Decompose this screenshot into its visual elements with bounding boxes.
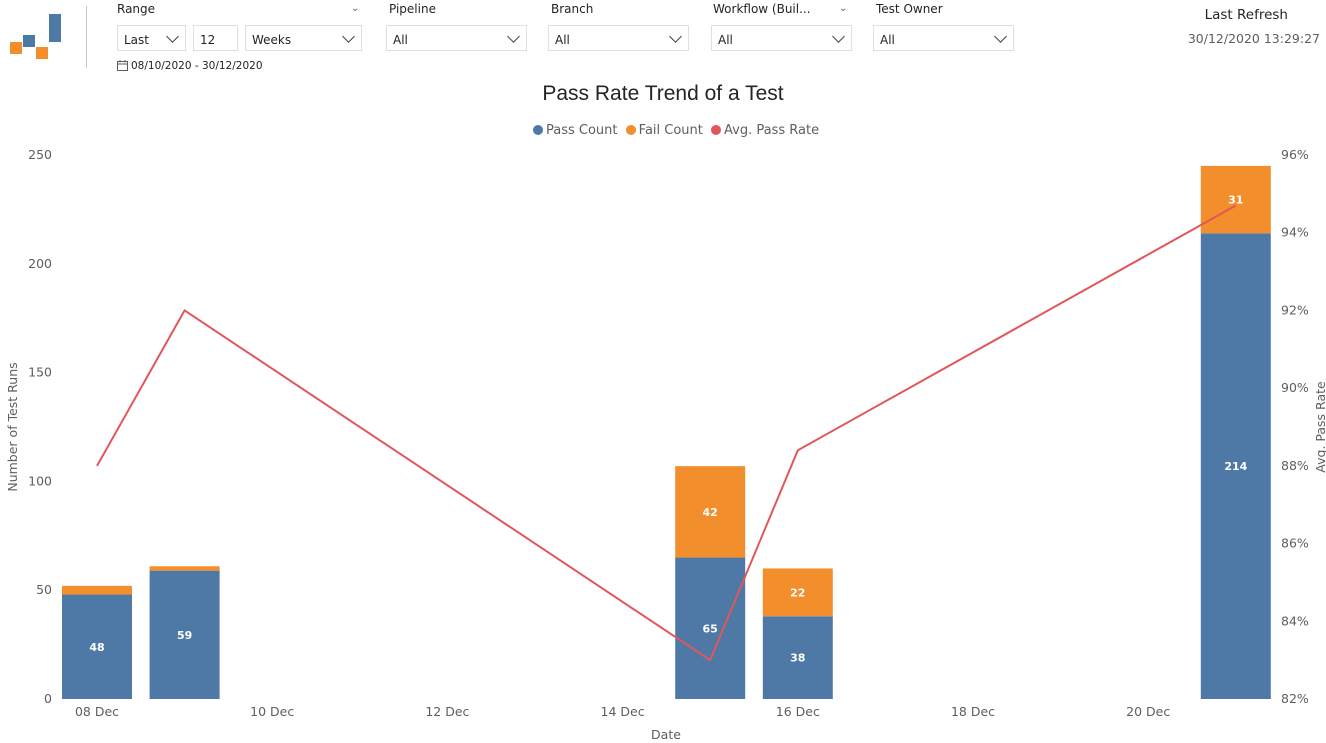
x-tick-label: 08 Dec bbox=[75, 704, 119, 719]
legend-item-rate[interactable]: Avg. Pass Rate bbox=[711, 123, 819, 138]
pass-count-bar bbox=[675, 557, 746, 699]
pass-count-bar bbox=[762, 616, 833, 699]
branch-value: All bbox=[555, 33, 570, 47]
y2-tick-label: 96% bbox=[1281, 147, 1309, 162]
fail-count-bar bbox=[62, 585, 132, 595]
range-mode-dropdown[interactable]: Last bbox=[117, 25, 186, 51]
legend-marker bbox=[711, 125, 722, 135]
fail-count-label: 31 bbox=[1228, 194, 1243, 207]
pipeline-dropdown[interactable]: All bbox=[386, 25, 527, 51]
fail-count-label: 42 bbox=[703, 506, 718, 519]
y2-tick-label: 94% bbox=[1281, 225, 1309, 240]
chevron-down-icon bbox=[994, 30, 1007, 43]
range-mode-value: Last bbox=[124, 33, 149, 47]
fail-count-bar bbox=[762, 568, 833, 617]
pass-count-label: 65 bbox=[703, 622, 718, 635]
chart-legend: Pass Count Fail Count Avg. Pass Rate bbox=[533, 123, 823, 138]
chevron-down-icon[interactable]: ⌄ bbox=[351, 3, 360, 14]
chevron-down-icon bbox=[166, 30, 179, 43]
y-tick-label: 0 bbox=[44, 691, 52, 706]
legend-label: Avg. Pass Rate bbox=[724, 123, 820, 138]
x-tick-label: 12 Dec bbox=[425, 704, 469, 719]
y2-axis-title: Avg. Pass Rate bbox=[1313, 381, 1326, 473]
app-logo bbox=[8, 12, 64, 62]
legend-item-fail[interactable]: Fail Count bbox=[625, 123, 703, 138]
fail-count-label: 22 bbox=[790, 586, 805, 599]
y2-tick-label: 92% bbox=[1281, 302, 1309, 317]
y-tick-label: 200 bbox=[28, 256, 52, 271]
fail-count-bar bbox=[675, 466, 746, 558]
pass-count-label: 38 bbox=[790, 652, 805, 665]
chevron-down-icon bbox=[342, 30, 355, 43]
workflow-slicer-title: Workflow (Buil... bbox=[713, 2, 811, 16]
legend-marker bbox=[625, 125, 636, 135]
range-count-input[interactable]: 12 bbox=[193, 25, 238, 51]
avg-pass-rate-line bbox=[96, 204, 1237, 662]
y-tick-label: 100 bbox=[28, 473, 52, 488]
y-tick-label: 250 bbox=[28, 147, 52, 162]
range-unit-dropdown[interactable]: Weeks bbox=[245, 25, 362, 51]
range-count-value: 12 bbox=[200, 33, 216, 47]
fail-count-bar bbox=[1200, 165, 1271, 234]
y2-tick-label: 84% bbox=[1281, 613, 1309, 628]
pipeline-value: All bbox=[393, 33, 408, 47]
range-slicer-title: Range bbox=[117, 2, 156, 16]
x-tick-label: 18 Dec bbox=[951, 704, 995, 719]
pass-count-label: 59 bbox=[177, 629, 192, 642]
y-axis-title: Number of Test Runs bbox=[5, 362, 20, 491]
pass-count-bar bbox=[62, 594, 132, 699]
pass-count-label: 48 bbox=[89, 641, 104, 654]
x-tick-label: 10 Dec bbox=[250, 704, 294, 719]
y2-tick-label: 88% bbox=[1281, 458, 1309, 473]
chevron-down-icon[interactable]: ⌄ bbox=[839, 3, 848, 14]
y2-tick-label: 82% bbox=[1281, 691, 1309, 706]
legend-label: Fail Count bbox=[638, 123, 703, 138]
x-tick-label: 20 Dec bbox=[1126, 704, 1170, 719]
test-owner-dropdown[interactable]: All bbox=[873, 25, 1014, 51]
pass-count-bar bbox=[1200, 233, 1271, 699]
chevron-down-icon bbox=[669, 30, 682, 43]
test-owner-value: All bbox=[880, 33, 895, 47]
chart-title: Pass Rate Trend of a Test bbox=[542, 82, 784, 105]
pass-count-bar bbox=[149, 570, 220, 699]
header-divider bbox=[86, 6, 87, 68]
fail-count-bar bbox=[149, 566, 220, 571]
y-tick-label: 150 bbox=[28, 365, 52, 380]
last-refresh-value: 30/12/2020 13:29:27 bbox=[1187, 31, 1320, 46]
branch-slicer-title: Branch bbox=[551, 2, 594, 16]
branch-dropdown[interactable]: All bbox=[548, 25, 689, 51]
chevron-down-icon bbox=[507, 30, 520, 43]
x-tick-label: 14 Dec bbox=[601, 704, 645, 719]
workflow-dropdown[interactable]: All bbox=[711, 25, 852, 51]
pass-count-label: 214 bbox=[1224, 460, 1247, 473]
y2-tick-label: 86% bbox=[1281, 536, 1309, 551]
legend-marker bbox=[533, 125, 543, 135]
x-tick-label: 16 Dec bbox=[776, 704, 820, 719]
range-unit-value: Weeks bbox=[252, 33, 292, 47]
pipeline-slicer-title: Pipeline bbox=[389, 2, 436, 16]
date-range-text: 08/10/2020 - 30/12/2020 bbox=[131, 60, 263, 72]
y2-tick-label: 90% bbox=[1281, 380, 1309, 395]
test-owner-slicer-title: Test Owner bbox=[876, 2, 943, 16]
calendar-icon bbox=[117, 60, 128, 71]
workflow-value: All bbox=[718, 33, 733, 47]
y-tick-label: 50 bbox=[36, 582, 52, 597]
legend-item-pass[interactable]: Pass Count bbox=[533, 123, 618, 138]
x-axis-title: Date bbox=[651, 727, 681, 742]
chevron-down-icon bbox=[832, 30, 845, 43]
date-range-display[interactable]: 08/10/2020 - 30/12/2020 bbox=[117, 60, 263, 72]
pass-rate-chart[interactable]: 0 50 100 150 200 250 82% 84% 86% 88% 90% 92% 94% 96% 0… bbox=[0, 140, 1326, 743]
last-refresh-label: Last Refresh bbox=[1204, 7, 1288, 23]
legend-label: Pass Count bbox=[546, 123, 618, 138]
